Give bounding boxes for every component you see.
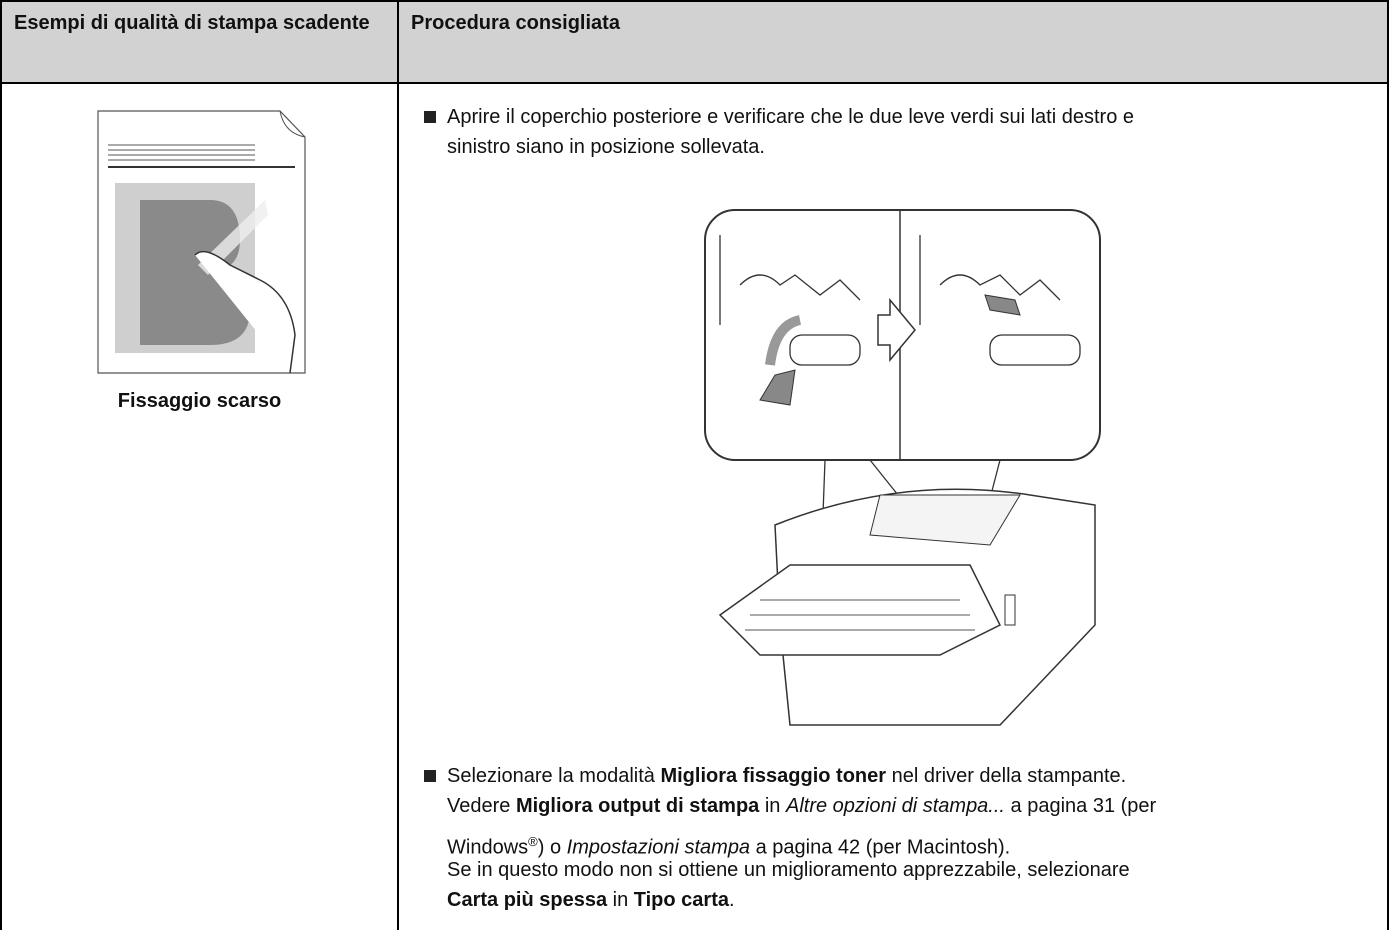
text-run: Vedere <box>447 795 516 817</box>
text-line: sinistro siano in posizione sollevata. <box>447 133 1134 163</box>
text-run: a pagina 31 (per <box>1004 795 1157 817</box>
border <box>0 82 1389 84</box>
text-line: Carta più spessa in Tipo carta. <box>447 886 1156 916</box>
border <box>1387 0 1389 930</box>
text-line: Selezionare la modalità Migliora fissagg… <box>447 762 1156 792</box>
text-line: Windows®) o Impostazioni stampa a pagina… <box>447 822 1156 859</box>
bullet: Aprire il coperchio posteriore e verific… <box>424 103 1134 163</box>
text-run: Windows <box>447 836 529 859</box>
text-run: nel driver della stampante. <box>886 765 1127 787</box>
border <box>0 0 1389 2</box>
text-run: a pagina 42 (per Macintosh). <box>750 836 1011 859</box>
text-run: Migliora output di stampa <box>515 795 760 817</box>
header-cell: Procedura consigliata <box>399 1 1387 82</box>
text-run: Tipo carta <box>633 889 729 911</box>
text-run: Se in questo modo non si ottiene un migl… <box>447 859 1130 881</box>
text-run: in <box>607 889 634 911</box>
text-line: Aprire il coperchio posteriore e verific… <box>447 103 1134 133</box>
text-run: Carta più spessa <box>447 889 608 911</box>
text-line: Se in questo modo non si ottiene un migl… <box>447 856 1156 886</box>
text-run: ) o <box>537 836 567 859</box>
border <box>397 0 399 930</box>
printer-illustration <box>704 209 1101 726</box>
bullet: Selezionare la modalità Migliora fissagg… <box>424 762 1156 916</box>
caption: Fissaggio scarso <box>117 390 282 412</box>
text-run: sinistro siano in posizione sollevata. <box>447 136 765 158</box>
header-cell: Esempi di qualità di stampa scadente <box>2 1 397 82</box>
paper-illustration <box>97 110 306 374</box>
text-run: Altre opzioni di stampa... <box>785 795 1005 817</box>
text-run: in <box>759 795 786 817</box>
text-run: Impostazioni stampa <box>566 836 751 859</box>
text-run: Aprire il coperchio posteriore e verific… <box>447 106 1135 128</box>
text-run: Selezionare la modalità <box>447 765 661 787</box>
text-run: Migliora fissaggio toner <box>660 765 887 787</box>
border <box>0 0 2 930</box>
text-line: Vedere Migliora output di stampa in Altr… <box>447 792 1156 822</box>
text-run: . <box>728 889 735 911</box>
text-run: ® <box>528 834 538 849</box>
